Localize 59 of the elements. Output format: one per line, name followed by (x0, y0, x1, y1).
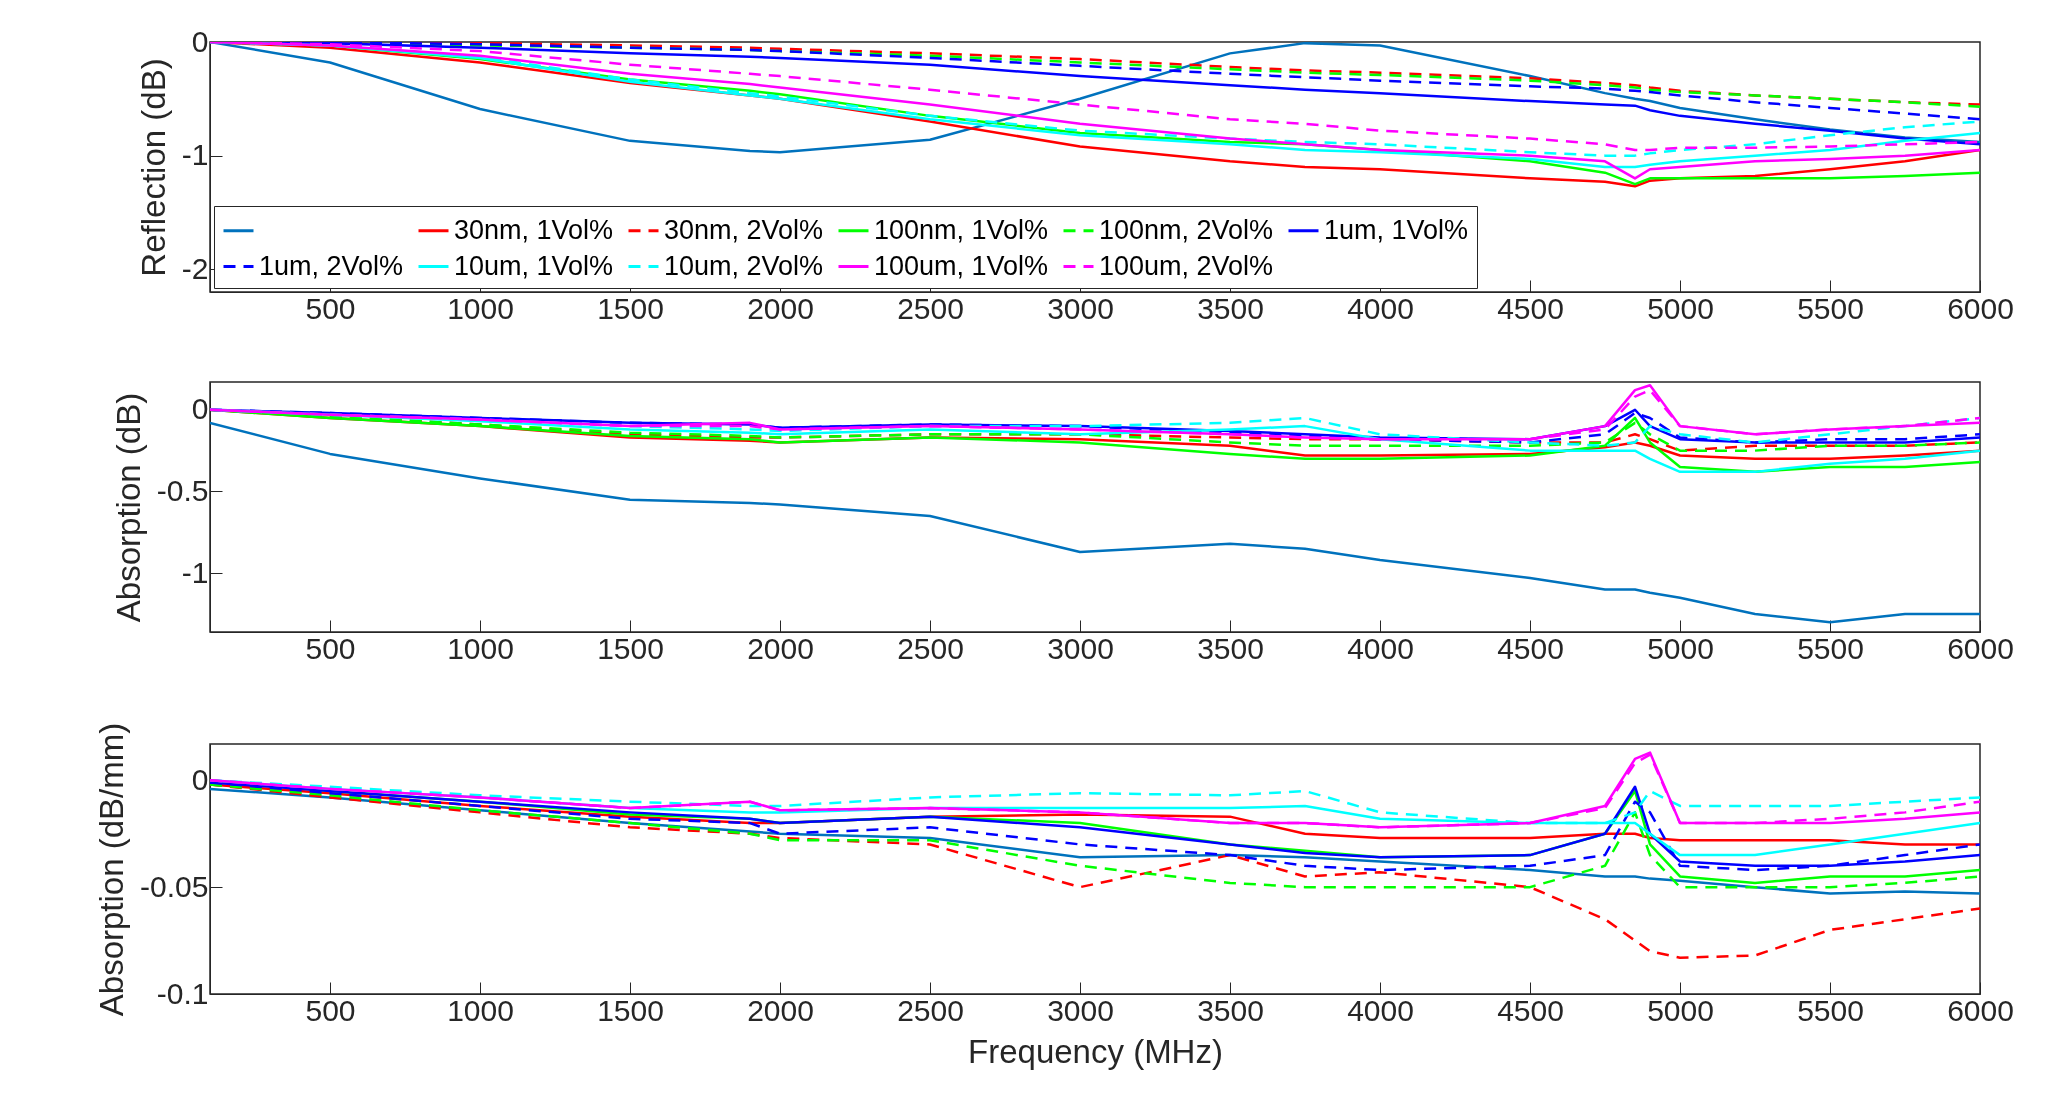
x-tick-label: 4000 (1347, 631, 1414, 665)
x-tick-label: 500 (305, 993, 356, 1027)
legend-label: 100nm, 1Vol% (874, 214, 1049, 245)
x-tick-label: 5000 (1647, 291, 1714, 325)
x-tick-label: 5000 (1647, 993, 1714, 1027)
x-tick-label: 2500 (897, 993, 964, 1027)
legend-label: 10um, 1Vol% (454, 250, 614, 281)
x-tick-label: 500 (305, 291, 356, 325)
x-tick-label: 3500 (1197, 631, 1264, 665)
x-tick-label: 3500 (1197, 291, 1264, 325)
x-tick-label: 4000 (1347, 993, 1414, 1027)
x-tick-label: 6000 (1947, 291, 2014, 325)
x-tick-label: 500 (305, 631, 356, 665)
legend-label: 100nm, 2Vol% (1099, 214, 1274, 245)
x-tick-label: 4500 (1497, 993, 1564, 1027)
x-tick-label: 2000 (747, 993, 814, 1027)
x-tick-label: 2000 (747, 631, 814, 665)
x-tick-label: 4500 (1497, 631, 1564, 665)
legend-label: 30nm, 1Vol% (454, 214, 614, 245)
y-axis-title: Reflection (dB) (134, 58, 172, 277)
x-tick-label: 2000 (747, 291, 814, 325)
x-tick-label: 2500 (897, 631, 964, 665)
x-tick-label: 2500 (897, 291, 964, 325)
x-tick-label: 5000 (1647, 631, 1714, 665)
x-tick-label: 5500 (1797, 993, 1864, 1027)
y-tick-label: 0 (191, 762, 209, 796)
y-tick-label: -0.5 (156, 473, 209, 507)
x-tick-label: 6000 (1947, 631, 2014, 665)
x-tick-label: 3000 (1047, 631, 1114, 665)
x-tick-label: 1500 (597, 993, 664, 1027)
y-tick-label: 0 (191, 392, 209, 426)
x-tick-label: 3000 (1047, 291, 1114, 325)
y-tick-label: -0.05 (140, 869, 209, 903)
y-tick-label: 0 (191, 24, 209, 58)
legend-label: 1um, 1Vol% (1324, 214, 1469, 245)
y-axis-title: Absorption (dB/mm) (93, 722, 131, 1017)
x-tick-label: 4500 (1497, 291, 1564, 325)
x-tick-label: 5500 (1797, 631, 1864, 665)
legend-label: 30nm, 2Vol% (664, 214, 824, 245)
y-tick-label: -2 (181, 251, 209, 285)
x-tick-label: 1500 (597, 291, 664, 325)
legend-label: 100um, 1Vol% (874, 250, 1049, 281)
legend-label: 1um, 2Vol% (259, 250, 404, 281)
y-tick-label: -1 (181, 555, 209, 589)
legend-label: 10um, 2Vol% (664, 250, 824, 281)
x-tick-label: 4000 (1347, 291, 1414, 325)
x-tick-label: 1000 (447, 993, 514, 1027)
x-tick-label: 1000 (447, 631, 514, 665)
x-tick-label: 3500 (1197, 993, 1264, 1027)
x-axis-title: Frequency (MHz) (968, 1032, 1223, 1070)
y-axis-title: Absorption (dB) (109, 392, 147, 623)
x-tick-label: 3000 (1047, 993, 1114, 1027)
x-tick-label: 1500 (597, 631, 664, 665)
y-tick-label: -0.1 (156, 976, 209, 1010)
x-tick-label: 6000 (1947, 993, 2014, 1027)
x-tick-label: 1000 (447, 291, 514, 325)
legend-label: 100um, 2Vol% (1099, 250, 1274, 281)
x-tick-label: 5500 (1797, 291, 1864, 325)
y-tick-label: -1 (181, 138, 209, 172)
